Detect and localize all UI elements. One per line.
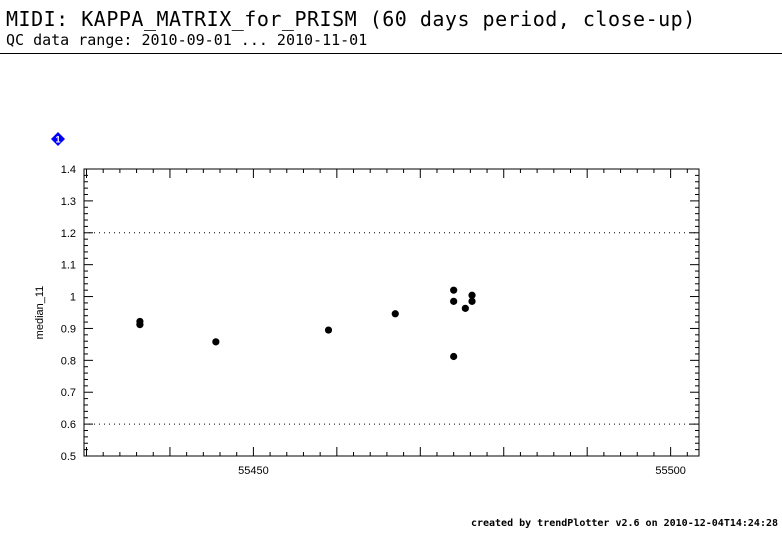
header-divider	[0, 53, 782, 54]
y-tick-label: 0.6	[61, 419, 76, 431]
y-tick-label: 0.9	[61, 323, 76, 335]
y-tick-label: 1.4	[61, 164, 76, 176]
qc-date-range: QC data range: 2010-09-01 ... 2010-11-01	[6, 31, 368, 49]
footer-credit: created by trendPlotter v2.6 on 2010-12-…	[470, 518, 778, 529]
y-tick-label: 0.7	[61, 387, 76, 399]
x-tick-label: 55450	[238, 465, 269, 477]
data-point	[468, 297, 476, 305]
data-point	[136, 321, 144, 329]
y-tick-label: 1.2	[61, 228, 76, 240]
data-point	[450, 297, 458, 305]
marker-label: 1	[55, 135, 60, 145]
data-point	[391, 310, 399, 318]
data-point	[461, 304, 469, 312]
chart-marker[interactable]: 1	[51, 132, 65, 146]
y-tick-label: 1	[70, 292, 76, 304]
y-tick-label: 0.5	[61, 451, 76, 463]
y-tick-label: 1.3	[61, 196, 76, 208]
page-title: MIDI: KAPPA_MATRIX_for_PRISM (60 days pe…	[6, 7, 696, 31]
y-tick-label: 0.8	[61, 355, 76, 367]
data-point	[468, 291, 476, 299]
data-point	[450, 352, 458, 361]
x-tick-label: 55500	[655, 465, 686, 477]
data-point	[450, 286, 458, 294]
y-axis-label: median_11	[34, 286, 46, 340]
data-point	[324, 326, 333, 334]
plot-frame	[83, 168, 700, 457]
y-tick-label: 1.1	[61, 260, 76, 272]
data-point	[212, 338, 220, 346]
diamond-marker-icon	[51, 132, 65, 146]
